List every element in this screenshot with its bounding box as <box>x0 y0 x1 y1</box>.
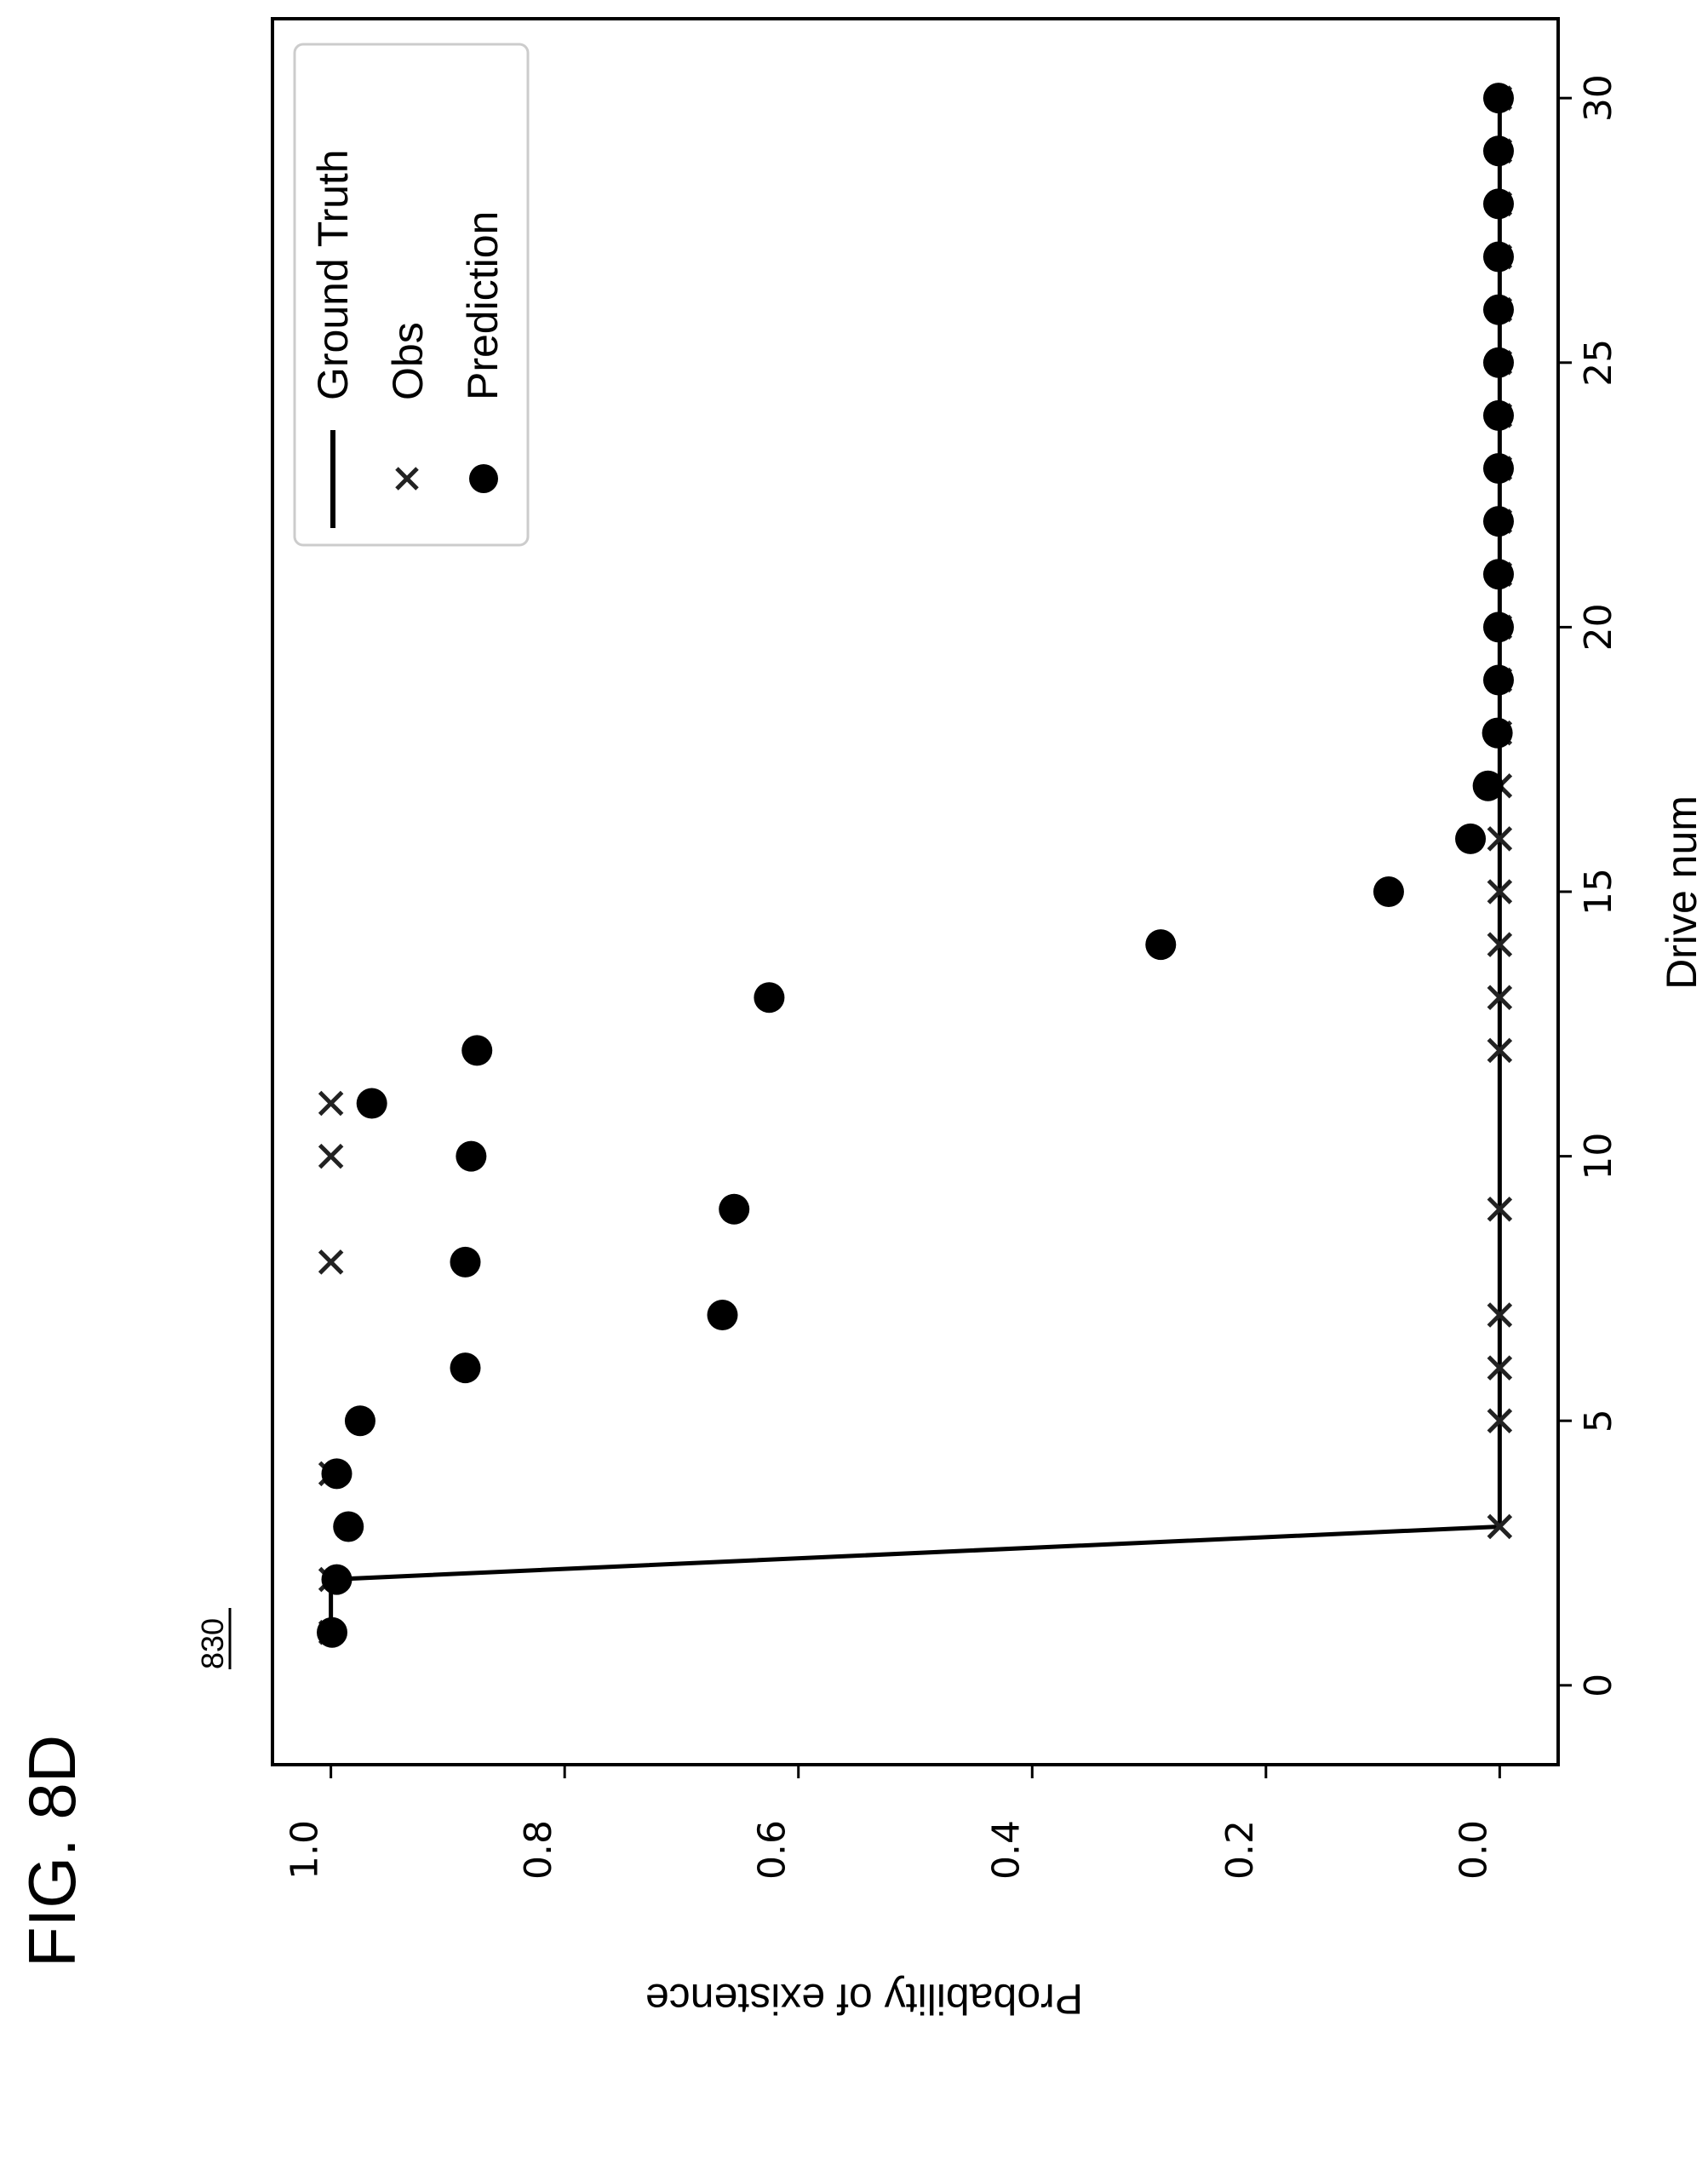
legend-label-prediction: Prediction <box>459 211 507 400</box>
prediction-marker <box>1482 506 1514 537</box>
prediction-marker <box>321 1564 352 1595</box>
x-tick-label: 25 <box>1577 339 1620 387</box>
x-tick-label: 0 <box>1577 1674 1620 1697</box>
obs-marker <box>1487 1196 1513 1222</box>
prediction-marker <box>1482 399 1514 431</box>
obs-marker <box>1487 1302 1513 1328</box>
legend-obs-swatch <box>395 467 419 491</box>
obs-marker <box>1487 826 1513 852</box>
y-axis-ticks: 0.0 0.2 0.4 0.6 0.8 1.0 <box>284 1765 1501 1880</box>
prediction-marker <box>1482 241 1514 273</box>
x-tick-label: 15 <box>1577 868 1620 916</box>
prediction-marker <box>333 1511 364 1542</box>
obs-marker <box>1487 932 1513 957</box>
prediction-marker <box>356 1088 387 1119</box>
obs-marker <box>1487 879 1513 904</box>
prediction-marker <box>344 1405 375 1437</box>
x-tick-label: 30 <box>1577 74 1620 122</box>
prediction-marker <box>1455 823 1487 854</box>
y-tick-label: 0.4 <box>984 1820 1028 1880</box>
prediction-marker <box>456 1140 487 1172</box>
obs-marker <box>1487 1513 1513 1540</box>
x-axis-title: Drive num <box>1658 795 1705 990</box>
y-axis-title: Probability of existence <box>645 1975 1083 2023</box>
prediction-marker <box>1482 559 1514 590</box>
y-tick-label: 0.8 <box>517 1820 560 1880</box>
x-tick-label: 20 <box>1577 603 1620 651</box>
prediction-marker <box>450 1352 481 1384</box>
legend-label-obs: Obs <box>384 322 432 400</box>
obs-marker <box>1487 1408 1513 1433</box>
y-tick-label: 0.6 <box>751 1820 794 1880</box>
x-tick-label: 5 <box>1577 1409 1620 1433</box>
y-tick-label: 1.0 <box>284 1820 327 1880</box>
prediction-marker <box>1482 188 1514 220</box>
obs-marker <box>318 1090 344 1117</box>
legend-box <box>293 43 530 547</box>
x-tick-label: 10 <box>1577 1133 1620 1180</box>
prediction-marker <box>450 1246 481 1278</box>
legend: Ground Truth Obs Prediction <box>293 43 530 547</box>
prediction-marker <box>317 1616 348 1648</box>
prediction-marker <box>719 1193 750 1225</box>
obs-marker <box>1487 1355 1513 1381</box>
prediction-marker <box>1472 770 1504 801</box>
prediction-marker <box>1482 664 1514 696</box>
prediction-marker <box>1482 135 1514 167</box>
x-axis-ticks: 0 5 10 15 20 25 30 <box>1558 74 1620 1697</box>
prediction-marker <box>754 982 785 1013</box>
prediction-marker <box>461 1035 493 1066</box>
reference-number: 830 <box>195 1618 230 1669</box>
obs-marker <box>1487 985 1513 1011</box>
prediction-marker <box>1145 929 1177 961</box>
prediction-marker <box>1482 347 1514 378</box>
y-tick-label: 0.2 <box>1218 1820 1262 1880</box>
y-tick-label: 0.0 <box>1452 1820 1495 1880</box>
obs-marker <box>318 1249 344 1275</box>
prediction-marker <box>707 1299 738 1330</box>
reference-number-group: 830 <box>195 1608 232 1669</box>
legend-prediction-swatch <box>469 464 498 493</box>
legend-label-ground-truth: Ground Truth <box>309 149 357 400</box>
prediction-marker <box>1482 83 1514 114</box>
plot-series <box>317 83 1514 1648</box>
prediction-marker <box>1482 294 1514 325</box>
figure-label: FIG. 8D <box>14 1735 89 1967</box>
obs-marker <box>1487 1037 1513 1064</box>
prediction-marker <box>1482 717 1513 749</box>
prediction-marker <box>1482 612 1514 643</box>
prediction-marker <box>1373 876 1404 907</box>
prediction-marker <box>321 1458 352 1490</box>
obs-marker <box>318 1143 344 1169</box>
prediction-marker <box>1482 453 1514 485</box>
